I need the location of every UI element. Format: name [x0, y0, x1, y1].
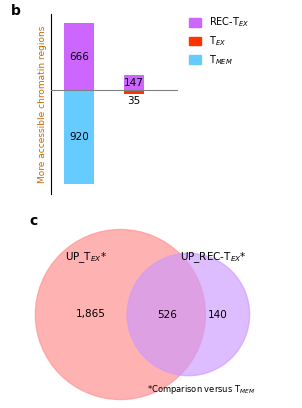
Bar	[64, 90, 94, 184]
Bar	[124, 75, 144, 90]
Y-axis label: More accessible chromatin regions: More accessible chromatin regions	[38, 25, 47, 183]
Circle shape	[127, 253, 249, 376]
Text: 147: 147	[124, 78, 144, 88]
Bar	[124, 90, 144, 94]
Text: 920: 920	[69, 132, 89, 142]
Bar	[64, 23, 94, 90]
Text: b: b	[11, 4, 21, 18]
Text: c: c	[30, 214, 38, 228]
Legend: REC-T$_{EX}$, T$_{EX}$, T$_{MEM}$: REC-T$_{EX}$, T$_{EX}$, T$_{MEM}$	[189, 16, 249, 67]
Text: 1,865: 1,865	[76, 310, 106, 319]
Text: *Comparison versus T$_{MEM}$: *Comparison versus T$_{MEM}$	[147, 383, 255, 396]
Text: UP_REC-T$_{EX}$*: UP_REC-T$_{EX}$*	[181, 250, 247, 265]
Text: UP_T$_{EX}$*: UP_T$_{EX}$*	[65, 250, 108, 265]
Circle shape	[35, 229, 205, 399]
Text: 35: 35	[127, 96, 141, 106]
Text: 666: 666	[69, 51, 89, 62]
Text: 526: 526	[157, 310, 177, 319]
Text: 140: 140	[208, 310, 228, 319]
